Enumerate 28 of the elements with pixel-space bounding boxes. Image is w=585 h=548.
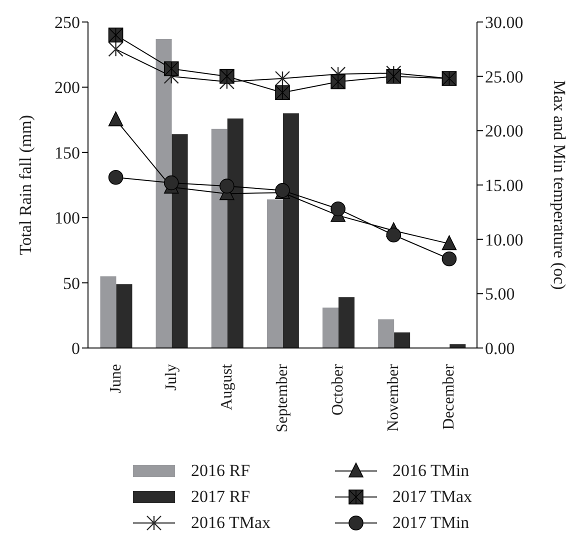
y2-tick-label: 0.00	[485, 339, 515, 358]
y-tick-label: 200	[54, 78, 80, 98]
y2-tick-label: 10.00	[485, 230, 524, 250]
x-tick-label: September	[274, 363, 291, 432]
legend-label: 2017 TMin	[392, 513, 470, 533]
legend-label: 2016 TMax	[191, 513, 270, 533]
x-tick-label: December	[440, 363, 458, 430]
x-tick-label: June	[107, 364, 124, 394]
y2-tick-label: 5.00	[485, 284, 515, 304]
legend-label: 2016 RF	[191, 461, 250, 481]
y-tick-label: 0	[72, 339, 80, 358]
x-tick-label: August	[218, 363, 236, 410]
y2-tick-label: 20.00	[485, 122, 524, 141]
x-tick-label: October	[330, 363, 347, 416]
y2-tick-label: 15.00	[485, 176, 524, 196]
y-tick-label: 100	[54, 208, 80, 228]
legend-label: 2016 TMin	[392, 461, 470, 481]
y2-tick-label: 30.00	[485, 13, 524, 32]
y-tick-label: 50	[63, 274, 80, 293]
y-tick-label: 250	[54, 13, 80, 32]
y2-tick-label: 25.00	[485, 67, 524, 86]
y-axis-title: Total Rain fall (mm)	[16, 115, 36, 255]
legend-label: 2017 TMax	[392, 487, 472, 507]
y2-axis-title: Max and Min temperature (oc)	[550, 80, 569, 290]
legend-label: 2017 RF	[191, 487, 250, 507]
x-tick-label: July	[162, 364, 180, 391]
y-tick-label: 150	[54, 143, 80, 162]
x-tick-label: November	[385, 363, 402, 432]
